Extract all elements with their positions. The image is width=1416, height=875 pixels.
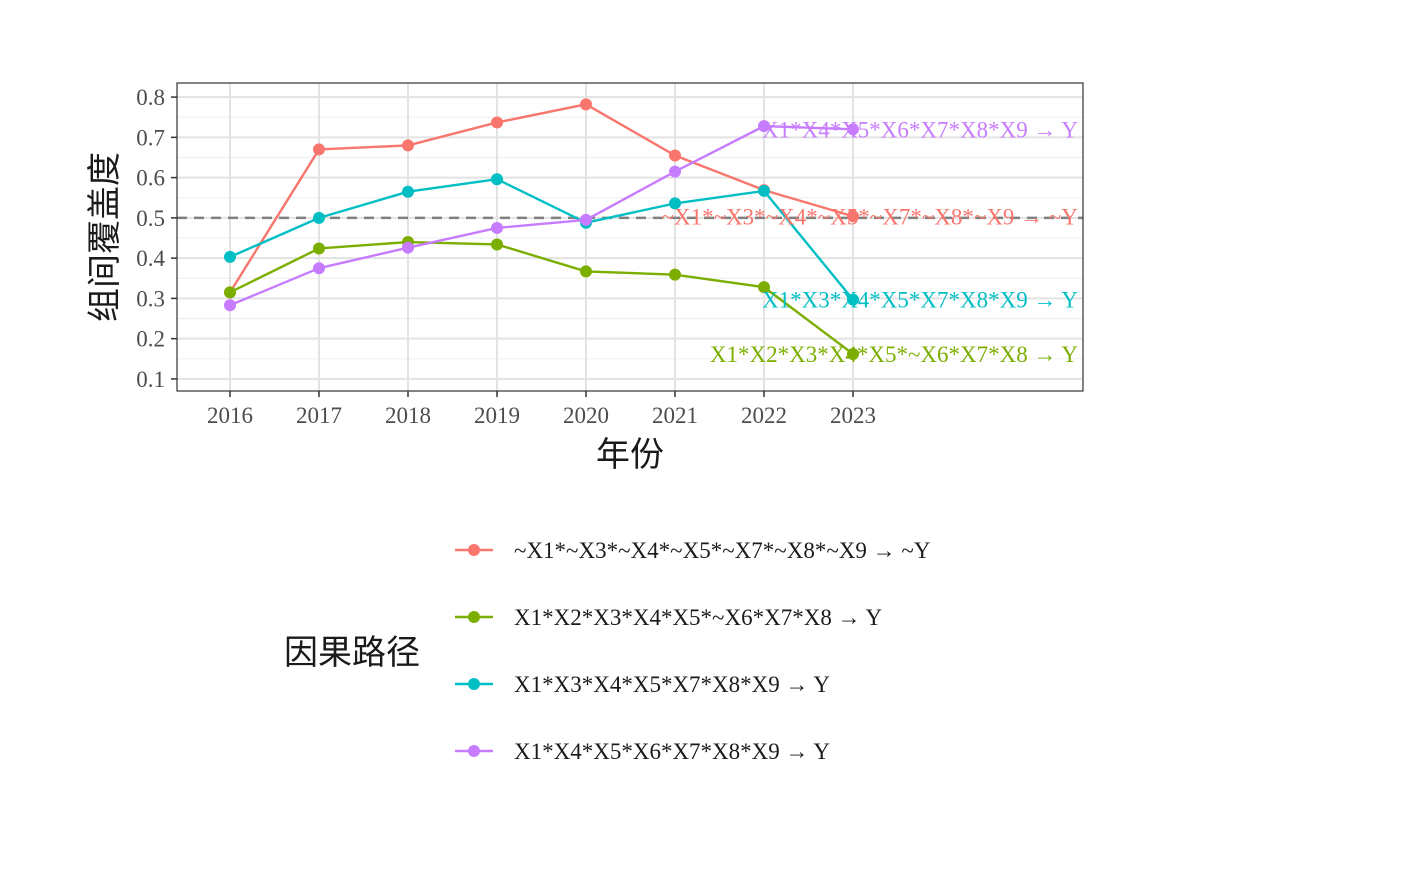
data-point-s0-2021 — [669, 149, 681, 162]
data-point-s3-2020 — [580, 213, 592, 226]
x-axis-ticks: 2016 2017 2018 2019 2020 2021 2022 2023 — [207, 391, 876, 428]
data-point-s2-2023 — [847, 293, 859, 306]
y-tick-label: 0.4 — [136, 246, 165, 271]
data-point-s1-2020 — [580, 265, 592, 278]
end-labels: ~X1*~X3*~X4*~X5*~X7*~X8*~X9 → ~Y X1*X2*X3… — [662, 117, 1079, 367]
data-point-s0-2017 — [313, 143, 325, 156]
y-tick-label: 0.5 — [136, 206, 165, 231]
y-tick-label: 0.8 — [136, 85, 165, 110]
x-tick-label: 2021 — [652, 403, 698, 428]
y-axis-title: 组间覆盖度 — [85, 152, 125, 322]
data-point-s1-2019 — [491, 238, 503, 251]
y-tick-label: 0.2 — [136, 327, 165, 352]
data-point-s2-2019 — [491, 173, 503, 186]
legend-key-point-2 — [468, 678, 480, 690]
legend-title: 因果路径 — [284, 633, 420, 673]
data-point-s3-2023 — [847, 123, 859, 136]
series-line-0 — [228, 103, 854, 293]
x-tick-label: 2022 — [741, 403, 787, 428]
data-point-s0-2023 — [847, 210, 859, 223]
legend-key-point-3 — [468, 745, 480, 757]
data-point-s1-2022 — [758, 281, 770, 294]
series-lines — [228, 103, 854, 355]
end-label-1: X1*X2*X3*X4*X5*~X6*X7*X8 → Y — [710, 342, 1078, 367]
data-point-s1-2021 — [669, 268, 681, 281]
legend-key-point-1 — [468, 611, 480, 623]
data-point-s0-2019 — [491, 116, 503, 129]
data-point-s3-2021 — [669, 165, 681, 178]
plot-panel-border — [176, 82, 1084, 392]
data-point-s2-2016 — [224, 250, 236, 263]
data-point-s3-2017 — [313, 262, 325, 275]
data-point-s1-2017 — [313, 242, 325, 255]
data-point-s2-2018 — [402, 185, 414, 198]
y-tick-label: 0.1 — [136, 367, 165, 392]
series-line-2 — [229, 178, 854, 301]
y-axis-ticks: 0.1 0.2 0.3 0.4 0.5 0.6 0.7 0.8 — [136, 85, 177, 392]
x-tick-label: 2018 — [385, 403, 431, 428]
x-tick-label: 2017 — [296, 403, 342, 428]
x-tick-label: 2023 — [830, 403, 876, 428]
data-point-s3-2019 — [491, 221, 503, 234]
legend: ~X1*~X3*~X4*~X5*~X7*~X8*~X9 → ~Y X1*X2*X3… — [455, 538, 931, 764]
series-line-1 — [229, 240, 854, 355]
legend-label-3: X1*X4*X5*X6*X7*X8*X9 → Y — [514, 739, 830, 764]
legend-label-0: ~X1*~X3*~X4*~X5*~X7*~X8*~X9 → ~Y — [514, 538, 931, 563]
x-tick-label: 2016 — [207, 403, 253, 428]
x-tick-label: 2019 — [474, 403, 520, 428]
data-point-s2-2022 — [758, 184, 770, 197]
y-tick-label: 0.3 — [136, 286, 165, 311]
data-point-s2-2017 — [313, 211, 325, 224]
end-label-2: X1*X3*X4*X5*X7*X8*X9 → Y — [762, 288, 1078, 313]
data-point-s3-2022 — [758, 120, 770, 133]
legend-label-2: X1*X3*X4*X5*X7*X8*X9 → Y — [514, 672, 830, 697]
minor-gridlines — [177, 116, 1083, 360]
end-label-0: ~X1*~X3*~X4*~X5*~X7*~X8*~X9 → ~Y — [662, 204, 1079, 229]
data-point-s0-2018 — [402, 139, 414, 152]
legend-label-1: X1*X2*X3*X4*X5*~X6*X7*X8 → Y — [514, 605, 882, 630]
x-tick-label: 2020 — [563, 403, 609, 428]
data-point-s2-2021 — [669, 197, 681, 210]
data-point-s0-2020 — [580, 98, 592, 111]
data-point-s3-2016 — [224, 299, 236, 312]
data-point-s1-2023 — [847, 347, 859, 360]
series-points — [224, 98, 859, 360]
series-line-3 — [229, 124, 854, 307]
x-axis-title: 年份 — [596, 435, 664, 475]
legend-key-point-0 — [468, 544, 480, 556]
data-point-s3-2018 — [402, 241, 414, 254]
data-point-s1-2016 — [224, 286, 236, 299]
end-label-3: X1*X4*X5*X6*X7*X8*X9 → Y — [762, 117, 1078, 142]
y-tick-label: 0.7 — [136, 125, 165, 150]
y-tick-label: 0.6 — [136, 166, 165, 191]
